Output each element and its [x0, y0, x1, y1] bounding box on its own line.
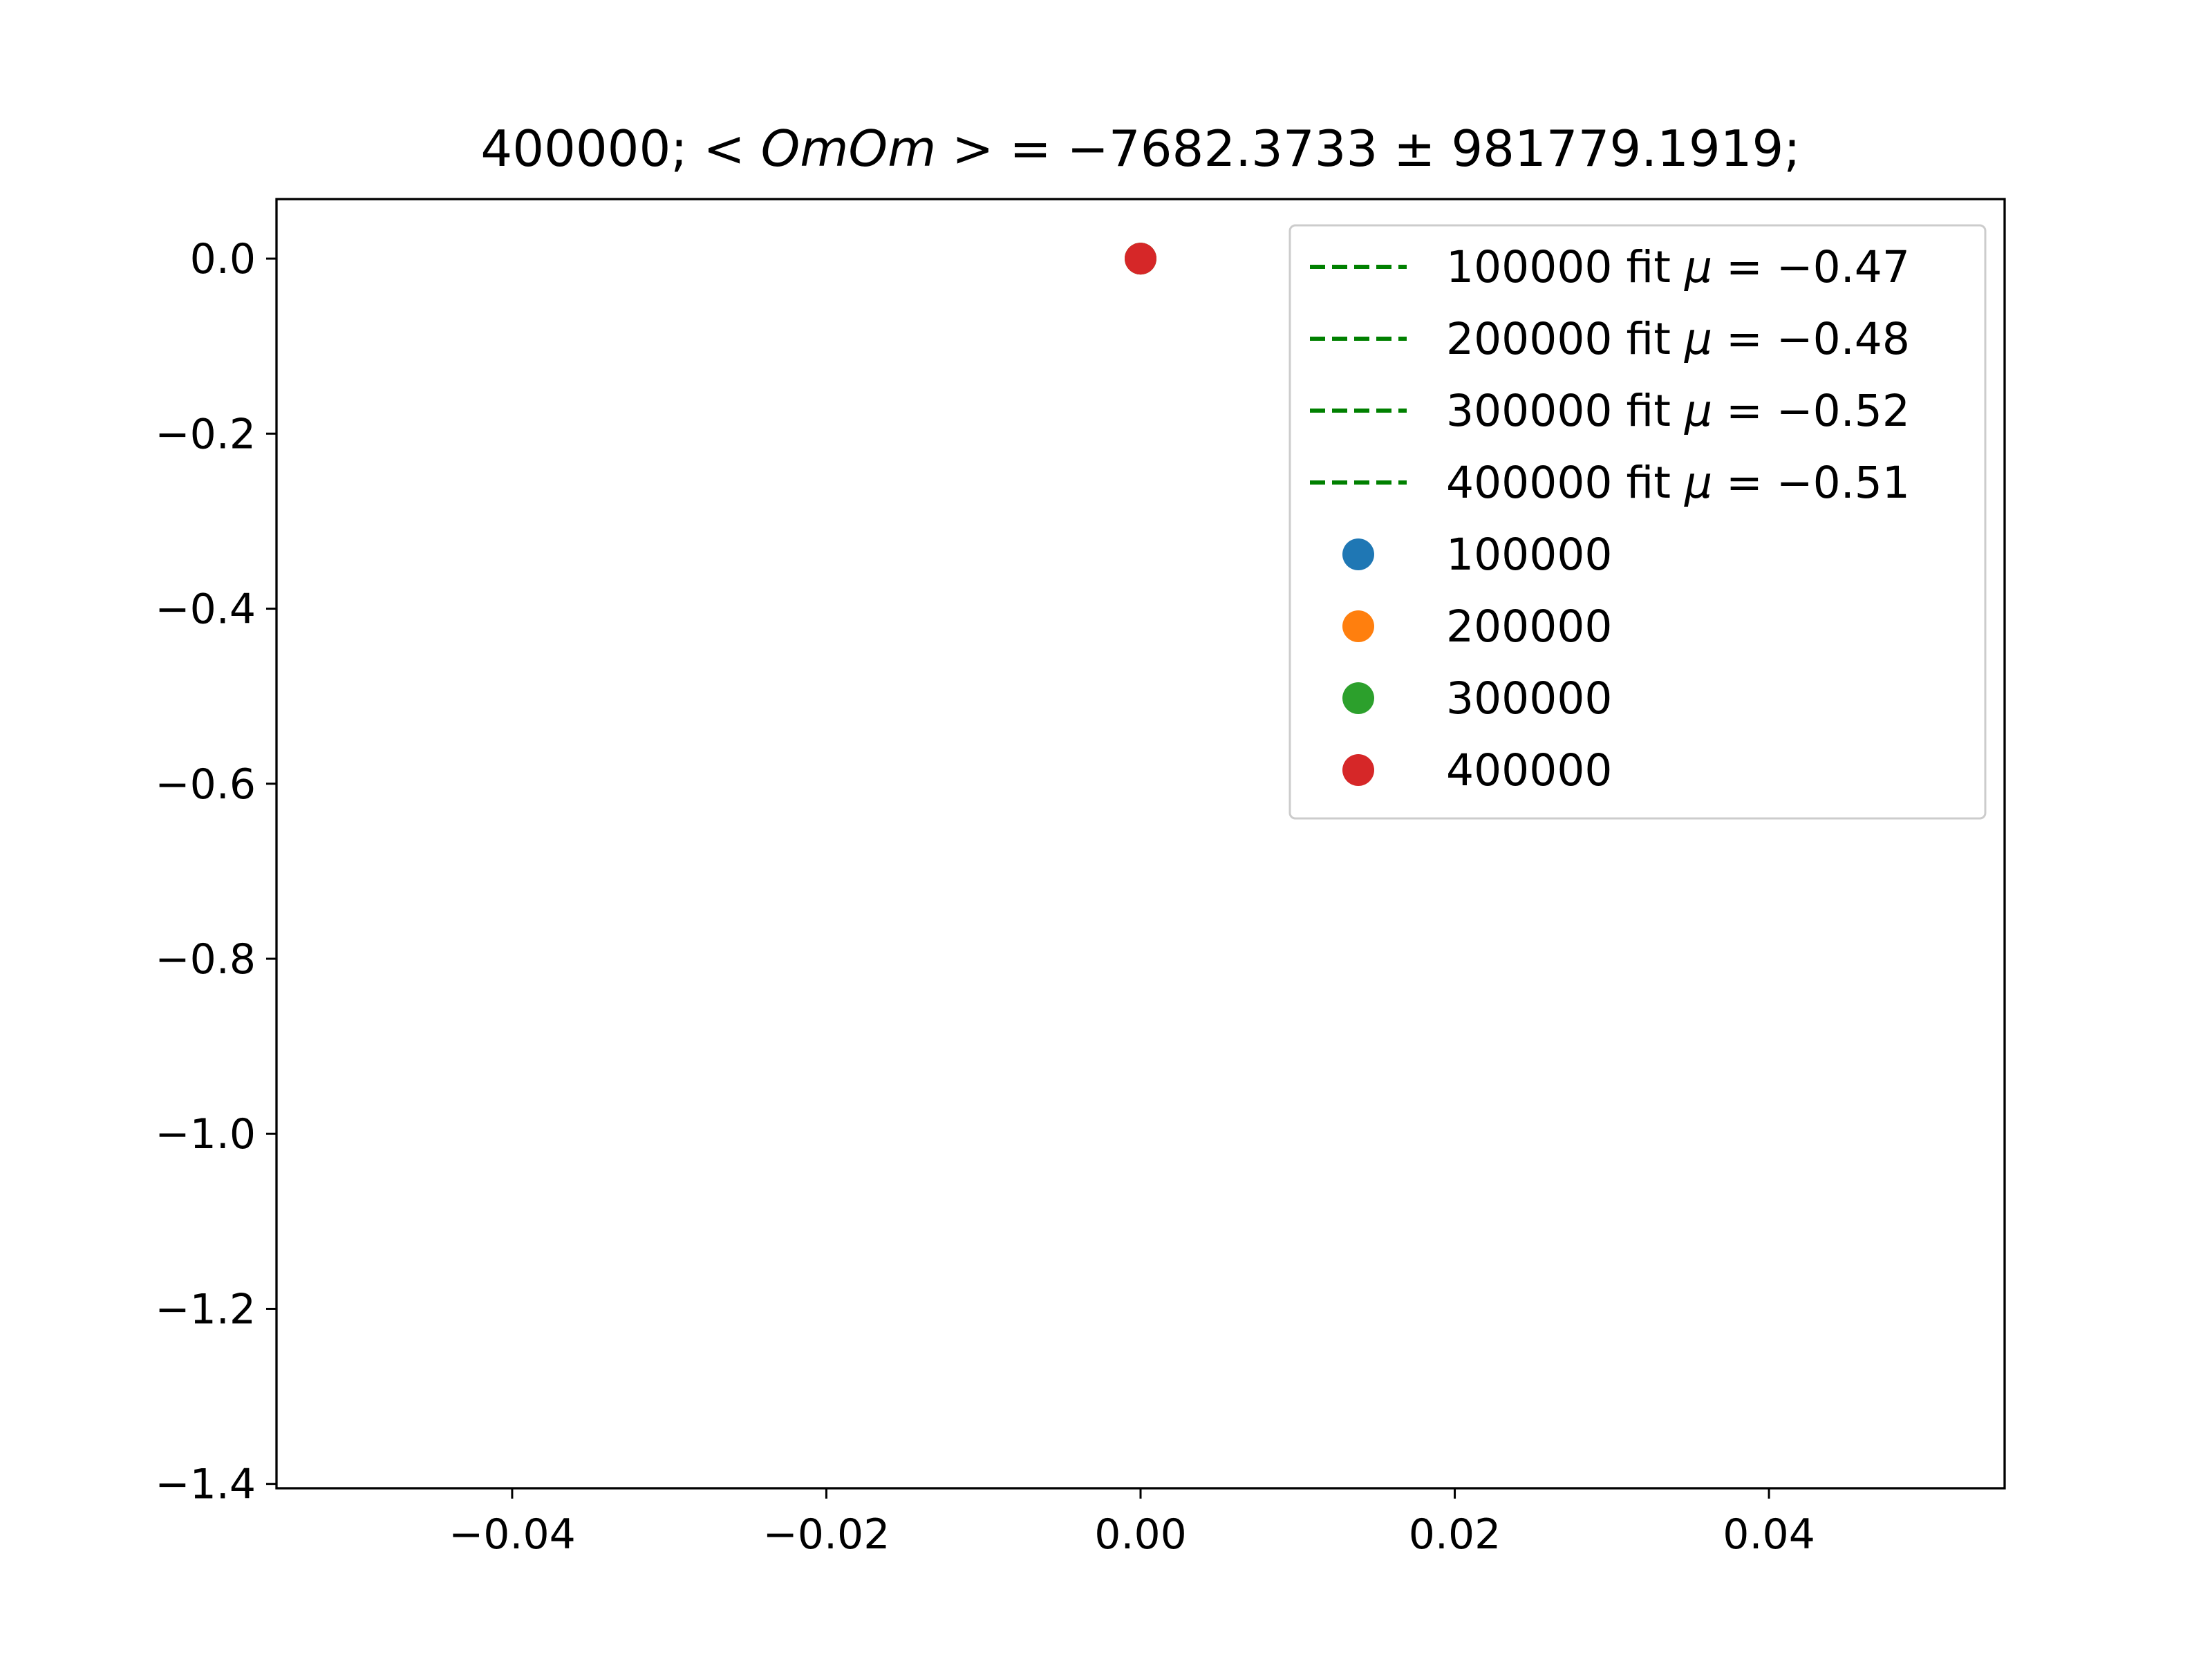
- data-point-400000: [1125, 243, 1156, 275]
- title-prefix: 400000;: [480, 120, 703, 178]
- legend-label: 200000 fit μ = −0.48: [1446, 314, 1910, 364]
- y-tick-label: −0.8: [155, 935, 256, 984]
- legend-label-mid: fit: [1613, 314, 1685, 364]
- legend-label: 300000: [1446, 673, 1613, 724]
- x-tick-label: −0.02: [763, 1510, 890, 1559]
- legend: 100000 fit μ = −0.47 200000 fit μ = −0.48…: [1288, 224, 1987, 820]
- chart-title: 400000; < OmOm > = −7682.3733 ± 981779.1…: [480, 120, 1800, 178]
- legend-label-mu-sym: μ: [1684, 458, 1712, 508]
- legend-label-mu-sym: μ: [1684, 242, 1712, 292]
- legend-label: 400000 fit μ = −0.51: [1446, 458, 1910, 508]
- legend-marker-swatch: [1342, 610, 1374, 642]
- legend-label: 200000: [1446, 601, 1613, 652]
- legend-label-run: 300000: [1446, 386, 1613, 436]
- x-tick-label: 0.04: [1723, 1510, 1815, 1559]
- legend-label: 300000 fit μ = −0.52: [1446, 386, 1910, 436]
- x-tick-label: 0.00: [1094, 1510, 1187, 1559]
- y-tick-label: 0.0: [190, 235, 256, 283]
- legend-marker-swatch: [1342, 754, 1374, 786]
- y-axis: 0.0 −0.2 −0.4 −0.6 −0.8 −1.0 −1.2 −1.4: [155, 235, 276, 1509]
- x-tick-label: 0.02: [1409, 1510, 1501, 1559]
- legend-label-mid: fit: [1613, 386, 1685, 436]
- legend-label: 100000: [1446, 529, 1613, 580]
- y-tick-label: −1.2: [155, 1285, 256, 1333]
- y-tick-label: −1.0: [155, 1110, 256, 1159]
- legend-marker-swatch: [1342, 682, 1374, 714]
- legend-label-run: 200000: [1446, 314, 1613, 364]
- y-tick-label: −1.4: [155, 1461, 256, 1509]
- legend-label-mid: fit: [1613, 458, 1685, 508]
- legend-label-run: 400000: [1446, 458, 1613, 508]
- title-gt: > =: [936, 120, 1067, 178]
- legend-marker-swatch: [1342, 538, 1374, 570]
- legend-label-eq: = −0.51: [1712, 458, 1910, 508]
- legend-label-eq: = −0.47: [1712, 242, 1910, 292]
- legend-label-mu-sym: μ: [1684, 386, 1712, 436]
- x-axis: −0.04 −0.02 0.00 0.02 0.04: [449, 1488, 1815, 1559]
- legend-label: 100000 fit μ = −0.47: [1446, 242, 1910, 292]
- legend-label-mid: fit: [1613, 242, 1685, 292]
- y-tick-label: −0.6: [155, 760, 256, 809]
- legend-box: [1288, 224, 1987, 820]
- title-lt: <: [703, 120, 760, 178]
- title-variable: OmOm: [761, 120, 937, 178]
- x-tick-label: −0.04: [449, 1510, 576, 1559]
- legend-label-eq: = −0.52: [1712, 386, 1910, 436]
- legend-label-eq: = −0.48: [1712, 314, 1910, 364]
- data-points: [1125, 243, 1156, 275]
- y-tick-label: −0.2: [155, 410, 256, 458]
- legend-label-run: 100000: [1446, 242, 1613, 292]
- title-value: −7682.3733 ± 981779.1919;: [1067, 120, 1801, 178]
- legend-label-mu-sym: μ: [1684, 314, 1712, 364]
- y-tick-label: −0.4: [155, 585, 256, 634]
- legend-label: 400000: [1446, 745, 1613, 796]
- plot-frame: [275, 198, 2006, 1490]
